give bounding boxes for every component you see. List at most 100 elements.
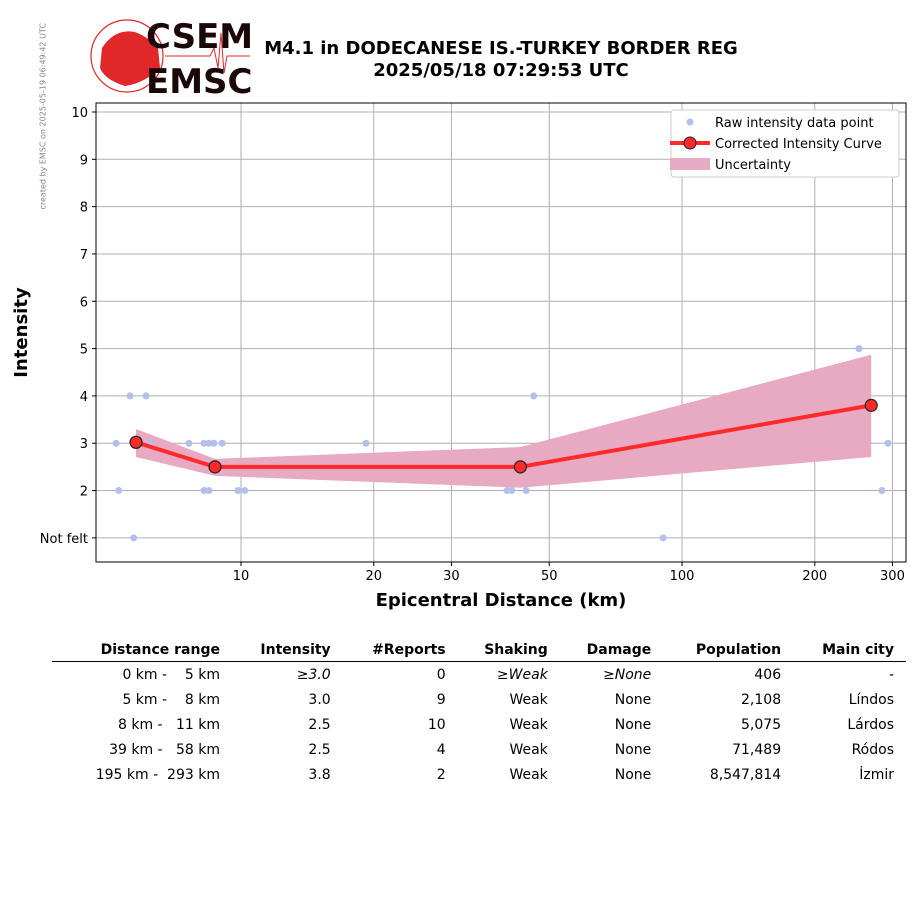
raw-data-point xyxy=(522,487,530,495)
curve-point xyxy=(129,435,143,449)
plot-frame xyxy=(95,102,907,563)
table-cell: 2.5 xyxy=(308,716,331,733)
table-row: 8 km - 11 km 2.5 10 Weak None 5,075 Lárdos xyxy=(52,712,906,737)
column-header: Population xyxy=(663,640,794,662)
table-cell: 195 km - 293 km xyxy=(95,766,220,783)
table-cell: 8 km - 11 km xyxy=(118,716,220,733)
legend-label: Raw intensity data point xyxy=(715,116,874,131)
logo-graphic: CSEM EMSC xyxy=(90,17,253,102)
raw-data-point xyxy=(210,439,218,447)
table-cell: 3.8 xyxy=(308,766,331,783)
y-tick-label: 2 xyxy=(80,485,88,500)
table-cell: 10 xyxy=(427,716,446,733)
raw-data-point xyxy=(884,439,892,447)
raw-data-point xyxy=(362,439,370,447)
raw-data-point xyxy=(185,439,193,447)
table-cell: ≥3.0 xyxy=(296,666,331,683)
table-row: 0 km - 5 km ≥3.0 0 ≥Weak ≥None 406 - xyxy=(52,662,906,688)
table-cell: 406 xyxy=(754,666,782,683)
raw-data-point xyxy=(855,345,863,353)
raw-data-point xyxy=(530,392,538,400)
table-row: 5 km - 8 km 3.0 9 Weak None 2,108 Líndos xyxy=(52,687,906,712)
raw-data-point xyxy=(200,439,208,447)
raw-data-point xyxy=(508,487,516,495)
curve-point xyxy=(864,398,878,412)
y-tick-label: 10 xyxy=(71,106,88,121)
raw-data-point xyxy=(205,439,213,447)
table-cell: Líndos xyxy=(848,691,894,708)
y-tick-label: 7 xyxy=(80,248,88,263)
raw-data-point xyxy=(218,439,226,447)
table-cell: İzmir xyxy=(859,766,894,783)
column-header: #Reports xyxy=(342,640,458,662)
raw-data-point xyxy=(241,487,249,495)
x-tick-label: 200 xyxy=(802,569,827,584)
uncertainty-band xyxy=(136,354,872,488)
raw-data-point xyxy=(200,487,208,495)
y-tick-label: 6 xyxy=(80,295,88,310)
table-cell: Lárdos xyxy=(847,716,894,733)
table-cell: None xyxy=(614,716,652,733)
table-cell: 0 km - 5 km xyxy=(122,666,220,683)
column-header: Intensity xyxy=(231,640,343,662)
column-header: Distance range xyxy=(52,640,232,662)
y-tick-label: 9 xyxy=(80,153,88,168)
intensity-chart: 10 20 30 50 100 200 300 Not felt 2 3 4 5 6 7 8 9 10 Epice… xyxy=(11,102,907,611)
x-axis-label: Epicentral Distance (km) xyxy=(376,590,627,611)
table-cell: 9 xyxy=(436,691,446,708)
y-tick-label: 8 xyxy=(80,201,88,216)
column-header: Main city xyxy=(793,640,906,662)
table-cell: - xyxy=(888,666,894,683)
table-cell: Weak xyxy=(509,766,548,783)
x-tick-label: 30 xyxy=(443,569,460,584)
table-cell: 71,489 xyxy=(732,741,782,758)
table-cell: 39 km - 58 km xyxy=(109,741,220,758)
table-cell: 3.0 xyxy=(308,691,331,708)
table-cell: Weak xyxy=(509,741,548,758)
raw-data-point xyxy=(205,487,213,495)
table-cell: Weak xyxy=(509,691,548,708)
table-cell: None xyxy=(614,766,652,783)
legend-curve-marker xyxy=(683,136,697,150)
table-row: 195 km - 293 km 3.8 2 Weak None 8,547,814 İzmi… xyxy=(52,762,906,787)
raw-data-point xyxy=(878,487,886,495)
table-cell: Weak xyxy=(509,716,548,733)
logo-text-csem: CSEM xyxy=(146,18,253,57)
raw-data-point xyxy=(130,534,138,542)
x-tick-label: 20 xyxy=(366,569,383,584)
column-header: Damage xyxy=(559,640,664,662)
table-cell: 2,108 xyxy=(741,691,782,708)
raw-data-point xyxy=(234,487,242,495)
legend-raw-marker xyxy=(686,118,694,126)
table-cell: None xyxy=(614,741,652,758)
legend-label: Uncertainty xyxy=(715,158,791,173)
table-row: 39 km - 58 km 2.5 4 Weak None 71,489 Ródos xyxy=(52,737,906,762)
x-tick-label: 10 xyxy=(233,569,250,584)
table-cell: None xyxy=(614,691,652,708)
table-cell: 5 km - 8 km xyxy=(122,691,220,708)
intensity-table: Distance range Intensity #Reports Shaking Da… xyxy=(52,640,906,787)
legend-label: Corrected Intensity Curve xyxy=(715,137,882,152)
y-tick-label: 5 xyxy=(80,343,88,358)
raw-data-point xyxy=(659,534,667,542)
curve-point xyxy=(513,460,527,474)
y-tick-label: 4 xyxy=(80,390,88,405)
x-tick-label: 50 xyxy=(541,569,558,584)
y-axis-label: Intensity xyxy=(11,287,32,378)
table-cell: 4 xyxy=(436,741,446,758)
raw-data-point xyxy=(142,392,150,400)
table-cell: 2.5 xyxy=(308,741,331,758)
table-header-row: Distance range Intensity #Reports Shaking Da… xyxy=(52,640,906,662)
table-cell: ≥None xyxy=(602,666,652,683)
table-cell: 5,075 xyxy=(741,716,782,733)
logo-text-emsc: EMSC xyxy=(146,62,253,98)
x-tick-label: 100 xyxy=(670,569,695,584)
y-tick-label: Not felt xyxy=(40,532,88,547)
table-cell: 8,547,814 xyxy=(709,766,782,783)
legend-band-swatch xyxy=(670,158,710,170)
raw-data-point xyxy=(112,439,120,447)
intensity-curve xyxy=(135,403,872,469)
x-tick-label: 300 xyxy=(880,569,905,584)
curve-point xyxy=(208,460,222,474)
